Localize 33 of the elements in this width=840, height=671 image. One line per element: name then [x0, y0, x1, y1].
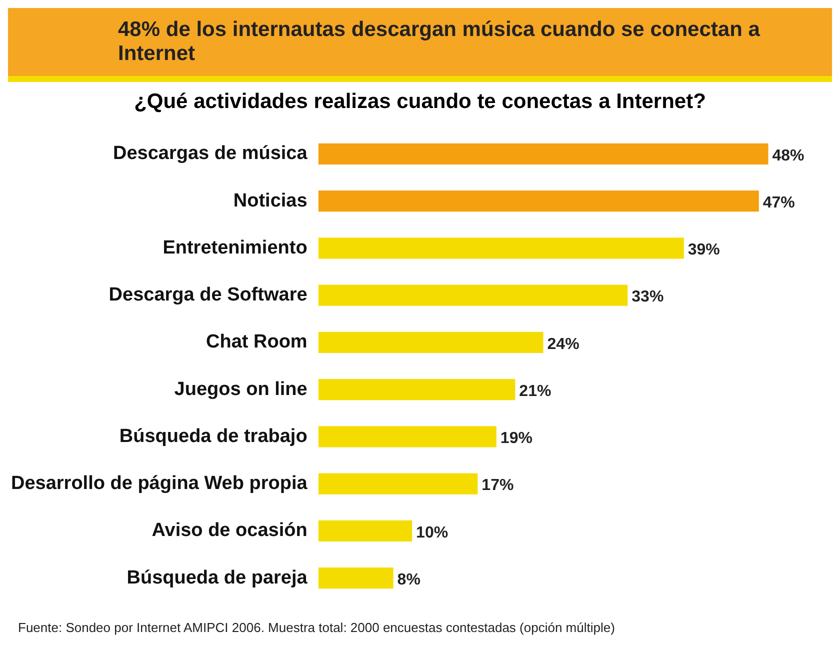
bar — [318, 284, 628, 306]
bar — [318, 143, 768, 165]
bar — [318, 426, 496, 448]
y-tick-label: Chat Room — [206, 332, 308, 353]
y-tick-label: Noticias — [233, 190, 308, 212]
y-tick-label: Entretenimiento — [162, 237, 308, 258]
y-tick-label: Desarrollo de página Web propia — [10, 473, 308, 494]
data-label: 19% — [500, 430, 532, 448]
data-label: 48% — [772, 147, 804, 164]
chart-subtitle: ¿Qué actividades realizas cuando te conectas a Internet? — [133, 90, 707, 114]
bar — [318, 378, 516, 400]
bar — [318, 332, 544, 354]
data-label: 33% — [632, 288, 664, 306]
y-tick-label: Búsqueda de trabajo — [119, 426, 308, 447]
bar — [318, 190, 759, 212]
bar — [318, 473, 478, 494]
y-tick-label: Aviso de ocasión — [152, 520, 308, 542]
data-label: 21% — [519, 382, 552, 400]
chart-title: 48% de los internautas descargan música cuando se conectan a Internet — [8, 8, 832, 82]
bar — [318, 567, 394, 589]
data-label: 17% — [482, 477, 514, 494]
data-label: 24% — [547, 336, 580, 353]
bar — [318, 238, 684, 259]
data-label: 39% — [688, 242, 720, 259]
y-tick-label: Juegos on line — [174, 378, 308, 400]
data-label: 47% — [762, 194, 795, 212]
data-label: 8% — [397, 571, 420, 588]
bar — [318, 520, 412, 542]
y-tick-label: Descarga de Software — [108, 284, 308, 306]
y-tick-label: Descargas de música — [112, 143, 308, 164]
data-label: 10% — [416, 524, 448, 542]
y-tick-label: Búsqueda de pareja — [126, 567, 308, 588]
source-note: Fuente: Sondeo por Internet AMIPCI 2006. Muestra total: 2000 encuestas contestadas (opción múltiple) — [17, 619, 616, 637]
